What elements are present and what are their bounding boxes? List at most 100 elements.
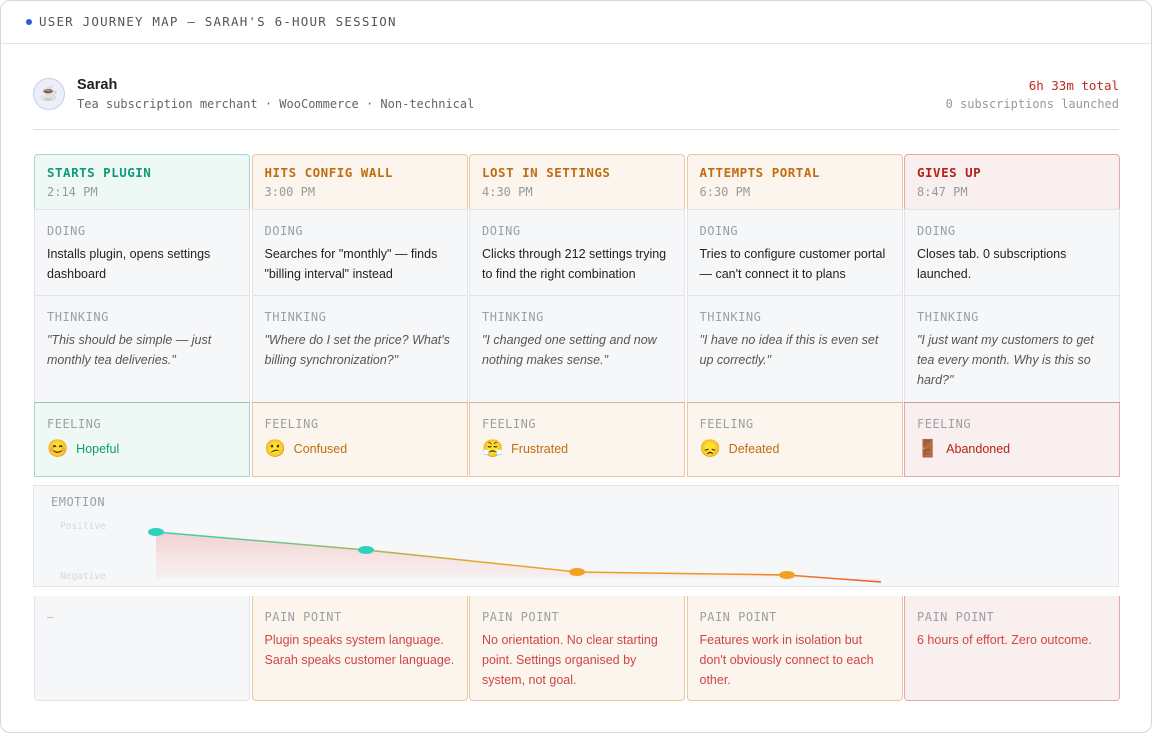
- doing-label: DOING: [699, 224, 739, 238]
- pain-text: 6 hours of effort. Zero outcome.: [917, 633, 1092, 647]
- thinking-label: THINKING: [482, 310, 544, 324]
- stage-title: STARTS PLUGIN: [47, 165, 152, 180]
- pain-cell: —: [34, 596, 250, 701]
- pain-label: PAIN POINT: [699, 610, 777, 624]
- feeling-cell: FEELING 😕 Confused: [251, 402, 468, 477]
- feeling-text: Confused: [293, 442, 348, 456]
- stage-header: STARTS PLUGIN 2:14 PM: [34, 154, 250, 210]
- stage-time: 8:47 PM: [917, 185, 968, 199]
- emotion-point: [148, 528, 164, 536]
- emotion-point: [569, 568, 585, 576]
- doing-cell: DOING Tries to configure customer portal …: [686, 209, 903, 296]
- pain-cell: PAIN POINT 6 hours of effort. Zero outcom…: [904, 596, 1120, 701]
- stage-title: ATTEMPTS PORTAL: [699, 165, 820, 180]
- stage-header: LOST IN SETTINGS 4:30 PM: [469, 154, 685, 210]
- doing-label: DOING: [47, 224, 86, 238]
- emotion-point: [358, 546, 374, 554]
- thinking-label: THINKING: [699, 310, 762, 324]
- feeling-emoji: 🚪: [917, 439, 939, 458]
- doing-label: DOING: [917, 224, 956, 238]
- doing-label: DOING: [482, 224, 521, 238]
- emotion-panel: EMOTION Positive Negative: [33, 485, 1119, 587]
- thinking-text: "I changed one setting and now nothing m…: [482, 333, 657, 367]
- stage-time: 4:30 PM: [482, 185, 533, 199]
- thinking-text: "Where do I set the price? What's billin…: [264, 333, 450, 367]
- feeling-cell: FEELING 😤 Frustrated: [469, 402, 685, 477]
- emotion-tick-label: Negative: [60, 571, 106, 582]
- thinking-text: "This should be simple — just monthly te…: [47, 333, 212, 367]
- doing-cell: DOING Clicks through 212 settings trying …: [469, 209, 685, 296]
- emotion-area: [156, 532, 881, 582]
- feeling-label: FEELING: [482, 417, 537, 431]
- status-dot: [26, 19, 32, 25]
- feeling-row: 😤 Frustrated: [482, 439, 672, 459]
- feeling-emoji: 😞: [699, 439, 721, 458]
- page-title: USER JOURNEY MAP — SARAH'S 6-HOUR SESSIO…: [39, 14, 397, 29]
- feeling-label: FEELING: [917, 417, 972, 431]
- doing-text: Searches for "monthly" — finds "billing …: [264, 247, 438, 281]
- feeling-emoji: 😊: [47, 439, 69, 458]
- emotion-tick-label: Positive: [60, 521, 106, 532]
- thinking-cell: THINKING "Where do I set the price? What'…: [251, 295, 468, 403]
- divider: [33, 129, 1119, 130]
- emotion-point: [779, 571, 795, 579]
- pain-text: No orientation. No clear starting point.…: [482, 633, 658, 687]
- thinking-label: THINKING: [47, 310, 109, 324]
- thinking-cell: THINKING "I changed one setting and now n…: [469, 295, 685, 403]
- pain-cell: PAIN POINT Features work in isolation but…: [686, 596, 903, 701]
- feeling-emoji: 😤: [482, 439, 504, 458]
- feeling-cell: FEELING 🚪 Abandoned: [904, 402, 1120, 477]
- feeling-text: Abandoned: [946, 442, 1011, 456]
- pain-empty: —: [47, 610, 55, 624]
- feeling-label: FEELING: [47, 417, 102, 431]
- top-bar: USER JOURNEY MAP — SARAH'S 6-HOUR SESSIO…: [1, 1, 1151, 44]
- pain-label: PAIN POINT: [264, 610, 342, 624]
- feeling-label: FEELING: [264, 417, 319, 431]
- stage-header: HITS CONFIG WALL 3:00 PM: [251, 154, 468, 210]
- thinking-label: THINKING: [264, 310, 327, 324]
- feeling-text: Hopeful: [76, 442, 120, 456]
- feeling-row: 😊 Hopeful: [47, 439, 237, 459]
- thinking-cell: THINKING "I just want my customers to get…: [904, 295, 1120, 403]
- thinking-cell: THINKING "I have no idea if this is even …: [686, 295, 903, 403]
- stage-title: GIVES UP: [917, 165, 982, 180]
- doing-cell: DOING Searches for "monthly" — finds "bil…: [251, 209, 468, 296]
- pain-text: Features work in isolation but don't obv…: [699, 633, 874, 687]
- stage-header: GIVES UP 8:47 PM: [904, 154, 1120, 210]
- emotion-label: EMOTION: [51, 495, 106, 509]
- thinking-text: "I have no idea if this is even set up c…: [699, 333, 879, 367]
- emotion-chart: Positive Negative: [60, 521, 882, 583]
- feeling-row: 🚪 Abandoned: [917, 439, 1107, 459]
- doing-text: Clicks through 212 settings trying to fi…: [482, 247, 667, 281]
- pain-cell: PAIN POINT Plugin speaks system language.…: [251, 596, 468, 701]
- stage-header: ATTEMPTS PORTAL 6:30 PM: [686, 154, 903, 210]
- total-time: 6h 33m total: [1028, 78, 1119, 93]
- doing-cell: DOING Closes tab. 0 subscriptions launche…: [904, 209, 1120, 296]
- persona-name: Sarah: [77, 77, 118, 93]
- avatar: ☕: [33, 78, 65, 110]
- stage-time: 6:30 PM: [699, 185, 751, 199]
- doing-text: Tries to configure customer portal — can…: [699, 247, 886, 281]
- feeling-row: 😕 Confused: [265, 439, 455, 459]
- thinking-text: "I just want my customers to get tea eve…: [917, 333, 1094, 387]
- doing-cell: DOING Installs plugin, opens settings das…: [34, 209, 250, 296]
- pain-text: Plugin speaks system language. Sarah spe…: [264, 633, 455, 667]
- feeling-label: FEELING: [699, 417, 754, 431]
- doing-text: Installs plugin, opens settings dashboar…: [47, 247, 211, 281]
- feeling-text: Defeated: [728, 442, 780, 456]
- feeling-text: Frustrated: [511, 442, 569, 456]
- doing-label: DOING: [264, 224, 304, 238]
- feeling-emoji: 😕: [264, 439, 286, 458]
- pain-cell: PAIN POINT No orientation. No clear start…: [469, 596, 685, 701]
- pain-label: PAIN POINT: [917, 610, 995, 624]
- thinking-cell: THINKING "This should be simple — just mo…: [34, 295, 250, 403]
- feeling-cell: FEELING 😊 Hopeful: [34, 402, 250, 477]
- outcome: 0 subscriptions launched: [945, 97, 1119, 111]
- feeling-row: 😞 Defeated: [700, 439, 890, 459]
- stage-time: 2:14 PM: [47, 185, 98, 199]
- doing-text: Closes tab. 0 subscriptions launched.: [917, 247, 1067, 281]
- persona-description: Tea subscription merchant · WooCommerce …: [77, 97, 475, 111]
- pain-label: PAIN POINT: [482, 610, 560, 624]
- feeling-cell: FEELING 😞 Defeated: [686, 402, 903, 477]
